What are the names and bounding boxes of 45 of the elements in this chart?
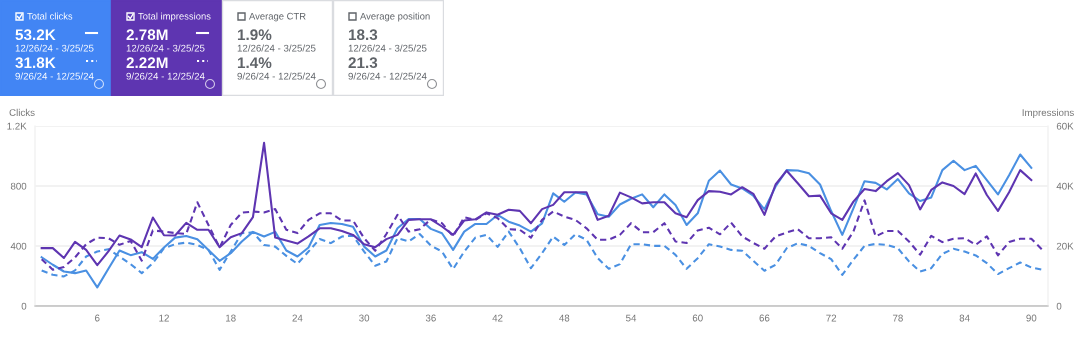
text: 1.9% xyxy=(237,29,272,41)
x-tick-label: 90 xyxy=(1026,314,1037,322)
text: 21.3 xyxy=(348,57,378,69)
x-tick-label: 48 xyxy=(559,314,570,322)
text: 12/26/24 - 3/25/25 xyxy=(126,44,205,52)
x-tick-label: 18 xyxy=(226,314,236,322)
y-tick-label: 0 xyxy=(21,302,27,310)
text: 2.22M xyxy=(126,57,168,68)
x-tick-label: 84 xyxy=(959,314,970,322)
y-tick-label: 400 xyxy=(10,242,27,250)
text: 9/26/24 - 12/25/24 xyxy=(126,72,205,80)
x-tick-label: 42 xyxy=(492,314,503,322)
y-tick-label: 800 xyxy=(10,182,27,190)
text: Average CTR xyxy=(249,12,306,22)
x-tick-label: 78 xyxy=(892,314,903,322)
y2-tick-label: 20K xyxy=(1056,242,1074,250)
y-axis-title: Clicks xyxy=(9,108,35,117)
text: Total clicks xyxy=(27,12,73,20)
y2-tick-label: 40K xyxy=(1056,182,1074,190)
x-tick-label: 12 xyxy=(159,314,169,322)
x-tick-label: 36 xyxy=(425,314,436,322)
text: 2.78M xyxy=(126,29,168,41)
x-tick-label: 6 xyxy=(95,314,100,322)
text: 18.3 xyxy=(348,29,378,41)
y2-tick-label: 60K xyxy=(1056,122,1074,130)
y2-tick-label: 0 xyxy=(1056,302,1062,310)
text: 1.4% xyxy=(237,57,272,69)
text: Average position xyxy=(360,12,430,22)
text: 53.2K xyxy=(15,29,56,41)
text: 9/26/24 - 12/25/24 xyxy=(15,72,94,80)
y2-axis-title: Impressions xyxy=(1022,108,1074,118)
text: 12/26/24 - 3/25/25 xyxy=(348,44,427,52)
text: 12/26/24 - 3/25/25 xyxy=(237,44,316,52)
x-tick-label: 24 xyxy=(292,314,303,322)
text: 12/26/24 - 3/25/25 xyxy=(15,44,94,52)
x-tick-label: 60 xyxy=(692,314,703,322)
x-tick-label: 66 xyxy=(759,314,770,322)
x-tick-label: 30 xyxy=(359,314,370,322)
y-tick-label: 1.2K xyxy=(7,122,27,130)
text: 31.8K xyxy=(15,57,56,69)
text: 9/26/24 - 12/25/24 xyxy=(237,72,316,80)
x-tick-label: 54 xyxy=(626,314,637,322)
text: 9/26/24 - 12/25/24 xyxy=(348,72,427,80)
text: Total impressions xyxy=(138,12,211,22)
x-tick-label: 72 xyxy=(826,314,837,322)
